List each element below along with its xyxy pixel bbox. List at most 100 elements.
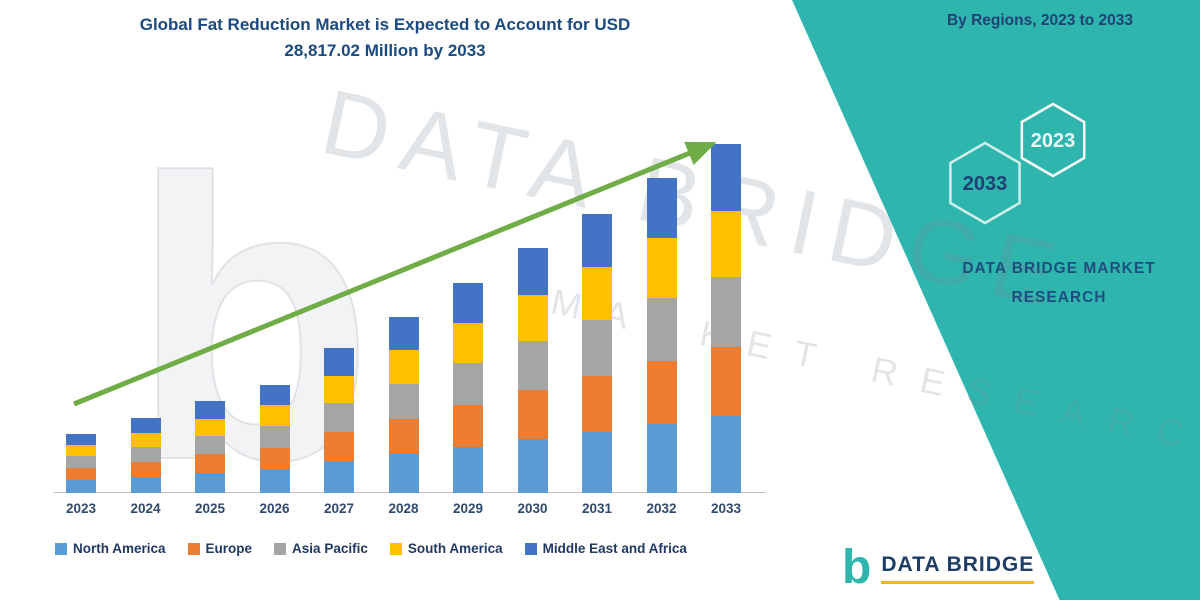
bars-container bbox=[66, 130, 741, 493]
bar-2026 bbox=[259, 384, 290, 493]
bar-segment-2027 bbox=[324, 461, 354, 493]
brand-line1: DATA BRIDGE MARKET bbox=[962, 260, 1156, 277]
bar-segment-2026 bbox=[259, 405, 290, 426]
bar-segment-2027 bbox=[324, 403, 354, 433]
hexagon-badges: 2033 2023 bbox=[949, 102, 1086, 225]
bar-segment-2031 bbox=[582, 266, 612, 320]
x-axis-label-2028: 2028 bbox=[388, 501, 419, 516]
bar-segment-2033 bbox=[711, 144, 741, 211]
bar-segment-2024 bbox=[130, 418, 161, 433]
panel-heading: By Regions, 2023 to 2033 bbox=[946, 12, 1134, 29]
x-axis-label-2032: 2032 bbox=[646, 501, 677, 516]
legend-label: Middle East and Africa bbox=[542, 541, 687, 556]
bar-segment-2027 bbox=[324, 432, 354, 462]
bar-segment-2027 bbox=[324, 375, 354, 404]
bar-segment-2030 bbox=[517, 294, 548, 342]
bar-2023 bbox=[66, 433, 96, 493]
bar-segment-2029 bbox=[453, 404, 483, 447]
bar-segment-2030 bbox=[517, 439, 548, 493]
legend-item: North America bbox=[55, 541, 166, 556]
bar-2025 bbox=[195, 401, 225, 493]
footer-logo-text-wrap: DATA BRIDGE bbox=[881, 552, 1035, 584]
bar-segment-2029 bbox=[453, 322, 483, 363]
x-axis-label-2023: 2023 bbox=[65, 501, 97, 516]
chart-legend: North America Europe Asia Pacific South Ame… bbox=[55, 541, 687, 556]
bar-segment-2023 bbox=[66, 479, 96, 493]
footer-logo-underline bbox=[881, 580, 1035, 584]
bar-segment-2029 bbox=[453, 446, 483, 493]
bar-2032 bbox=[646, 177, 677, 493]
bar-segment-2031 bbox=[582, 213, 612, 267]
legend-label: Europe bbox=[205, 541, 253, 556]
legend-swatch-icon bbox=[389, 542, 402, 555]
bar-segment-2028 bbox=[388, 350, 419, 384]
bar-segment-2023 bbox=[66, 444, 96, 457]
bar-segment-2025 bbox=[195, 454, 225, 473]
legend-label: Asia Pacific bbox=[292, 541, 368, 556]
legend-swatch-icon bbox=[524, 542, 537, 555]
x-axis-labels: 2023 2024 2025 2026 2027 2028 2029 2030 2031 2032… bbox=[66, 493, 741, 523]
bar-segment-2030 bbox=[517, 248, 548, 295]
bar-segment-2032 bbox=[646, 360, 677, 424]
legend-item: Asia Pacific bbox=[274, 541, 368, 556]
bar-segment-2024 bbox=[130, 446, 161, 462]
bar-2031 bbox=[582, 213, 612, 493]
bar-segment-2031 bbox=[582, 431, 612, 493]
bar-segment-2027 bbox=[324, 348, 354, 376]
bar-segment-2030 bbox=[517, 341, 548, 391]
bar-segment-2029 bbox=[453, 283, 483, 323]
legend-swatch-icon bbox=[274, 542, 287, 555]
brand-name: DATA BRIDGE MARKET RESEARCH bbox=[939, 255, 1179, 312]
bar-segment-2023 bbox=[66, 456, 96, 469]
bar-segment-2028 bbox=[388, 383, 419, 419]
bar-segment-2028 bbox=[388, 454, 419, 493]
bar-segment-2028 bbox=[388, 316, 419, 351]
bar-segment-2031 bbox=[582, 319, 612, 376]
legend-label: North America bbox=[73, 541, 166, 556]
bar-segment-2026 bbox=[259, 425, 290, 448]
bar-segment-2032 bbox=[646, 297, 677, 361]
brand-line2: RESEARCH bbox=[1011, 288, 1107, 306]
legend-swatch-icon bbox=[55, 542, 67, 555]
legend-item: South America bbox=[389, 541, 503, 556]
bar-segment-2029 bbox=[453, 362, 483, 405]
bar-segment-2025 bbox=[195, 436, 225, 455]
bar-segment-2030 bbox=[517, 390, 548, 440]
bar-segment-2033 bbox=[711, 276, 741, 347]
legend-swatch-icon bbox=[187, 542, 200, 555]
x-axis-label-2025: 2025 bbox=[194, 501, 226, 516]
x-axis-label-2030: 2030 bbox=[517, 501, 548, 516]
x-axis-label-2029: 2029 bbox=[452, 501, 484, 516]
bar-2027 bbox=[324, 348, 354, 493]
chart-title: Global Fat Reduction Market is Expected … bbox=[40, 12, 730, 65]
legend-item: Middle East and Africa bbox=[524, 541, 687, 556]
bar-segment-2024 bbox=[130, 476, 161, 493]
hexagon-2033-icon bbox=[949, 141, 1021, 225]
chart-title-line2: 28,817.02 Million by 2033 bbox=[284, 41, 486, 61]
bar-segment-2032 bbox=[646, 177, 677, 238]
x-axis-label-2033: 2033 bbox=[710, 501, 742, 516]
chart-title-line1: Global Fat Reduction Market is Expected … bbox=[139, 15, 631, 34]
bar-segment-2024 bbox=[130, 432, 161, 447]
bar-segment-2033 bbox=[711, 346, 741, 417]
footer-logo-text: DATA BRIDGE bbox=[881, 552, 1035, 576]
legend-label: South America bbox=[407, 541, 503, 556]
bar-segment-2023 bbox=[66, 433, 96, 445]
bar-2030 bbox=[517, 248, 548, 493]
stacked-bar-chart: 2023 2024 2025 2026 2027 2028 2029 2030 2031 2032… bbox=[54, 130, 766, 516]
bar-segment-2033 bbox=[711, 210, 741, 277]
bar-segment-2028 bbox=[388, 418, 419, 455]
bar-2029 bbox=[453, 283, 483, 493]
hexagon-label-2033: 2033 bbox=[963, 173, 1008, 195]
bar-segment-2023 bbox=[66, 468, 96, 480]
bar-segment-2025 bbox=[195, 401, 225, 419]
bar-segment-2024 bbox=[130, 461, 161, 477]
footer-logo: b DATA BRIDGE bbox=[842, 544, 1035, 591]
bar-2024 bbox=[130, 418, 161, 493]
bar-segment-2031 bbox=[582, 375, 612, 432]
bar-segment-2026 bbox=[259, 447, 290, 470]
bar-segment-2032 bbox=[646, 237, 677, 298]
bar-segment-2025 bbox=[195, 472, 225, 493]
x-axis-label-2026: 2026 bbox=[259, 501, 290, 516]
